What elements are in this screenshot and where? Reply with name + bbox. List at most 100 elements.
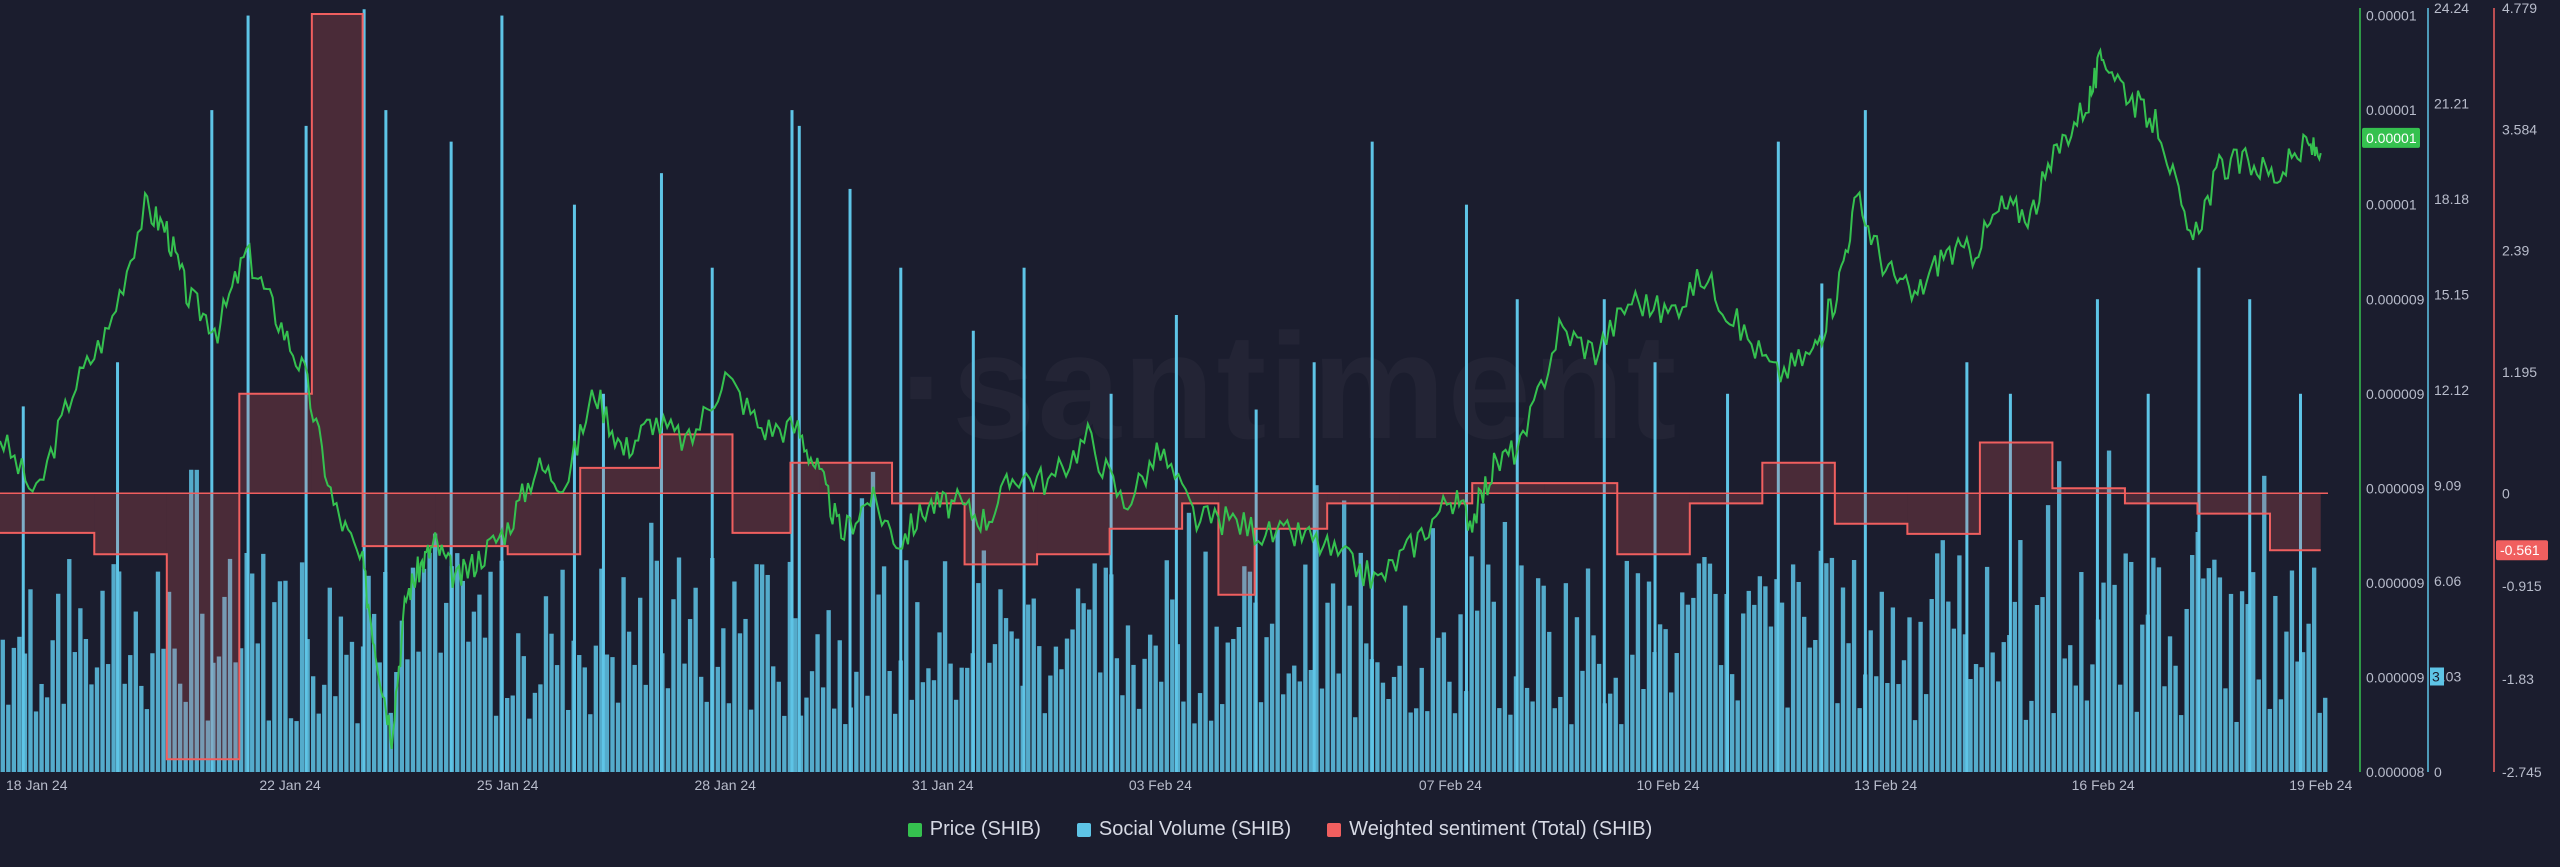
- x-tick-label: 19 Feb 24: [2289, 777, 2352, 793]
- social-volume-bar: [294, 721, 299, 772]
- price-tick-label: 0.000009: [2366, 669, 2425, 685]
- social-volume-bar: [238, 648, 244, 772]
- price-tick-label: 0.000009: [2366, 291, 2425, 307]
- social-volume-bar: [699, 676, 704, 772]
- social-volume-bar: [798, 715, 804, 772]
- price-tick-label: 0.00001: [2366, 8, 2417, 24]
- social-volume-bar: [455, 553, 460, 772]
- social-volume-bar: [1114, 658, 1120, 772]
- social-volume-bar: [205, 720, 211, 772]
- social-volume-bar: [1802, 616, 1807, 772]
- social-volume-bar: [139, 685, 144, 772]
- social-volume-bar: [2112, 584, 2117, 772]
- social-volume-bar: [344, 654, 349, 772]
- social-volume-bar: [1297, 681, 1302, 772]
- social-volume-bar: [1247, 571, 1253, 772]
- social-volume-bar: [549, 633, 554, 772]
- social-volume-bar: [1147, 634, 1153, 772]
- social-volume-bar: [2057, 461, 2062, 772]
- social-volume-bar: [177, 683, 183, 772]
- sentiment-tick-label: -2.745: [2502, 764, 2542, 780]
- legend-item-price[interactable]: Price (SHIB): [907, 818, 1041, 841]
- social-volume-spike: [1776, 141, 1780, 772]
- social-volume-bar: [1098, 672, 1103, 772]
- social-volume-bar: [1619, 724, 1624, 772]
- social-volume-spike: [1312, 362, 1316, 772]
- sentiment-area: [1689, 493, 1763, 504]
- legend-item-sentiment[interactable]: Weighted sentiment (Total) (SHIB): [1327, 818, 1652, 841]
- social-volume-bar: [1763, 586, 1768, 772]
- price-tick-label: 0.000009: [2366, 480, 2425, 496]
- social-volume-bar: [837, 640, 842, 772]
- social-volume-bar: [1757, 576, 1763, 772]
- social-volume-spike: [2008, 393, 2012, 772]
- social-volume-bar: [432, 533, 438, 772]
- price-tick-label: 0.00001: [2366, 197, 2417, 213]
- social-volume-bar: [1486, 564, 1491, 772]
- price-tick-label: 0.00001: [2366, 102, 2417, 118]
- social-volume-spike: [1653, 362, 1657, 772]
- social-volume-spike: [500, 15, 504, 773]
- social-volume-bar: [870, 471, 876, 772]
- social-volume-bar: [1264, 637, 1269, 772]
- social-volume-bar: [488, 571, 493, 772]
- sentiment-area: [580, 467, 660, 494]
- social-volume-bar: [1048, 675, 1053, 772]
- social-volume-bar: [1391, 676, 1397, 772]
- social-volume-bar: [2012, 601, 2017, 772]
- social-volume-bar: [1746, 590, 1751, 772]
- social-volume-bar: [1269, 623, 1275, 772]
- social-volume-bar: [1009, 631, 1014, 772]
- social-volume-bar: [1358, 552, 1363, 772]
- social-volume-bar: [2273, 595, 2278, 772]
- social-volume-spike: [1515, 299, 1519, 772]
- sentiment-tick-label: 1.195: [2502, 364, 2537, 380]
- social-volume-bar: [615, 702, 621, 772]
- social-volume-bar: [333, 696, 338, 772]
- social-volume-bar: [2217, 577, 2223, 772]
- social-volume-bar: [1397, 665, 1402, 772]
- social-volume-bar: [1874, 676, 1879, 772]
- sentiment-tick-label: -1.83: [2502, 671, 2534, 687]
- social-volume-bar: [992, 644, 998, 772]
- sentiment-area: [1834, 493, 1908, 524]
- social-volume-bar: [460, 580, 465, 772]
- social-volume-bar: [233, 662, 238, 772]
- social-volume-bar: [1807, 647, 1812, 772]
- legend-item-social-volume[interactable]: Social Volume (SHIB): [1076, 818, 1291, 841]
- social-volume-bar: [804, 697, 809, 772]
- social-volume-spike: [210, 110, 214, 772]
- social-volume-spike: [1370, 141, 1374, 772]
- social-volume-bar: [2228, 593, 2234, 772]
- sentiment-tick-label: 4.779: [2502, 0, 2537, 16]
- social-volume-bar: [1552, 708, 1557, 772]
- social-volume-bar: [1680, 592, 1685, 772]
- social-volume-bar: [843, 724, 848, 772]
- social-volume-bar: [22, 653, 28, 772]
- social-volume-bar: [1003, 618, 1009, 772]
- social-volume-bar: [1591, 635, 1596, 772]
- social-volume-bar: [687, 619, 693, 772]
- social-volume-bar: [1125, 625, 1131, 772]
- social-volume-bar: [2262, 475, 2267, 772]
- social-volume-bar: [122, 683, 127, 772]
- sentiment-area: [659, 434, 733, 494]
- social-volume-bar: [2090, 664, 2095, 772]
- price-volume-sentiment-chart[interactable]: 18 Jan 24 22 Jan 24 25 Jan 24 28 Jan 24 31 J…: [0, 0, 2560, 810]
- social-volume-bar: [1319, 688, 1325, 772]
- social-volume-bar: [1203, 551, 1208, 772]
- social-volume-bar: [1563, 583, 1569, 772]
- sentiment-current-badge: [2496, 540, 2548, 561]
- social-volume-bar: [1308, 669, 1314, 772]
- social-volume-bar: [1752, 604, 1757, 772]
- social-volume-bar: [2023, 719, 2029, 772]
- social-volume-bar: [1785, 707, 1790, 772]
- social-volume-bar: [155, 571, 161, 772]
- social-volume-bar: [105, 664, 111, 772]
- social-volume-bar: [516, 633, 521, 772]
- social-volume-bar: [466, 641, 471, 772]
- social-volume-bar: [1480, 503, 1485, 772]
- social-volume-bar: [2251, 572, 2256, 772]
- x-tick-label: 10 Feb 24: [1637, 777, 1700, 793]
- social-volume-bar: [1996, 681, 2001, 772]
